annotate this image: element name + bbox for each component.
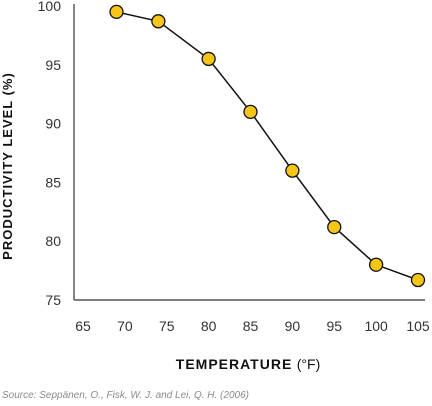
x-tick-label: 105 <box>406 318 430 334</box>
y-tick-label: 75 <box>45 292 61 308</box>
x-tick-label: 65 <box>75 318 91 334</box>
y-tick-labels: 75 80 85 90 95 100 <box>38 0 62 308</box>
x-axis-label: TEMPERATURE (°F) <box>176 356 320 373</box>
x-tick-label: 75 <box>159 318 175 334</box>
y-tick-label: 90 <box>45 116 61 132</box>
data-points <box>109 4 426 288</box>
series-line <box>116 11 419 281</box>
x-tick-label: 90 <box>285 318 301 334</box>
x-axis-label-unit: (°F) <box>297 356 320 372</box>
y-tick-label: 100 <box>38 0 62 14</box>
data-point <box>410 272 426 288</box>
data-point <box>243 104 258 119</box>
x-tick-label: 95 <box>326 318 342 334</box>
x-tick-labels: 65 70 75 80 85 90 95 100 105 <box>75 318 430 334</box>
x-tick-label: 100 <box>364 318 388 334</box>
y-tick-label: 85 <box>45 174 61 190</box>
x-tick-label: 70 <box>117 318 133 334</box>
data-point <box>327 219 342 235</box>
data-point <box>201 51 216 67</box>
y-tick-label: 80 <box>45 233 61 249</box>
x-tick-label: 80 <box>201 318 217 334</box>
y-axis-label: PRODUCTIVITY LEVEL (%) <box>0 72 15 260</box>
source-note: Source: Seppänen, O., Fisk, W. J. and Le… <box>2 390 249 401</box>
data-point <box>151 14 166 29</box>
x-axis-label-text: TEMPERATURE <box>176 356 293 372</box>
data-point <box>368 257 384 272</box>
axes <box>73 4 425 301</box>
data-point <box>109 4 124 20</box>
x-tick-label: 85 <box>243 318 259 334</box>
y-tick-label: 95 <box>45 57 61 73</box>
data-point <box>285 163 300 178</box>
